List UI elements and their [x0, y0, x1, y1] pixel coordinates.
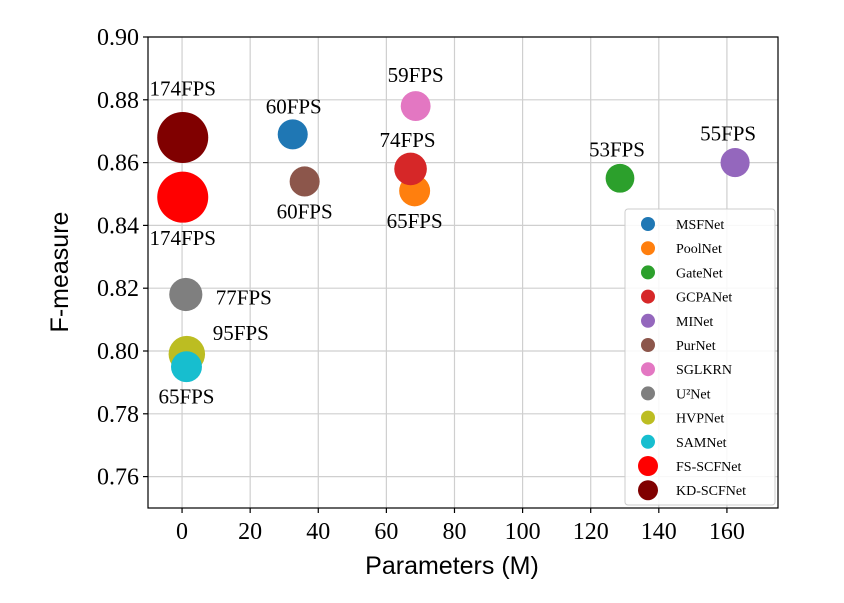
- fps-labels: 60FPS 65FPS 53FPS 74FPS 55FPS 60FPS 59FPS 77FPS…: [149, 63, 756, 409]
- fps-label-hvpnet: 95FPS: [213, 321, 269, 345]
- legend-label-gatenet: GateNet: [676, 266, 723, 281]
- fps-label-u-net: 77FPS: [216, 285, 272, 309]
- x-tick-label: 160: [709, 519, 745, 545]
- x-axis-label: Parameters (M): [365, 552, 539, 580]
- y-tick-label: 0.82: [97, 276, 139, 302]
- fps-label-gatenet: 53FPS: [589, 137, 645, 161]
- point-minet: [720, 148, 750, 178]
- point-gatenet: [605, 163, 635, 193]
- fps-label-poolnet: 65FPS: [387, 209, 443, 233]
- point-samnet: [171, 351, 202, 383]
- plot-frame: [147, 36, 779, 509]
- legend-label-minet: MINet: [676, 315, 713, 330]
- y-tick-label: 0.80: [97, 339, 139, 365]
- x-tick-label: 140: [641, 519, 677, 545]
- fps-label-sglkrn: 59FPS: [388, 63, 444, 87]
- fps-label-fs-scfnet: 174FPS: [149, 226, 216, 250]
- fps-label-gcpanet: 74FPS: [380, 128, 436, 152]
- legend-marker-poolnet: [641, 241, 655, 256]
- x-tick-label: 0: [176, 519, 188, 545]
- legend-marker-fs-scfnet: [638, 456, 658, 476]
- fps-label-samnet: 65FPS: [158, 385, 214, 409]
- point-fs-scfnet: [157, 171, 209, 223]
- y-tick-label: 0.78: [97, 402, 139, 428]
- legend-marker-u-net: [641, 386, 655, 401]
- y-axis-label: F-measure: [46, 212, 74, 333]
- x-tick-label: 120: [573, 519, 609, 545]
- point-sglkrn: [400, 91, 431, 122]
- point-gcpanet: [394, 152, 427, 186]
- legend-label-sglkrn: SGLKRN: [676, 363, 732, 378]
- legend-marker-samnet: [641, 434, 655, 449]
- legend: MSFNet PoolNet GateNet GCPANet MINet PurNet SG…: [624, 208, 776, 506]
- legend-label-kd-scfnet: KD-SCFNet: [676, 484, 746, 499]
- legend-label-hvpnet: HVPNet: [676, 412, 724, 427]
- y-tick-label: 0.84: [97, 213, 139, 239]
- legend-box: [624, 208, 776, 506]
- y-tick-label: 0.86: [97, 151, 139, 177]
- point-purnet: [289, 166, 320, 197]
- data-points: [157, 91, 750, 383]
- x-tick-label: 80: [442, 519, 466, 545]
- y-tick-label: 0.90: [97, 25, 139, 51]
- x-tick-label: 20: [238, 519, 262, 545]
- legend-marker-kd-scfnet: [638, 480, 658, 501]
- tick-labels: 0 20 40 60 80 100 120 140 160 0.76 0.78 0.80 0.82 0.8…: [97, 25, 745, 545]
- legend-label-u-net: U²Net: [676, 387, 711, 402]
- legend-label-gcpanet: GCPANet: [676, 291, 732, 306]
- point-u-net: [169, 277, 203, 312]
- fps-label-msfnet: 60FPS: [266, 94, 322, 118]
- legend-label-msfnet: MSFNet: [676, 218, 724, 233]
- point-msfnet: [277, 119, 308, 150]
- legend-label-purnet: PurNet: [676, 339, 716, 354]
- legend-marker-sglkrn: [641, 362, 655, 377]
- fps-label-purnet: 60FPS: [277, 199, 333, 223]
- y-tick-label: 0.76: [97, 465, 139, 491]
- legend-marker-hvpnet: [641, 410, 655, 425]
- legend-label-fs-scfnet: FS-SCFNet: [676, 460, 741, 475]
- legend-marker-purnet: [641, 338, 655, 352]
- point-kd-scfnet: [157, 111, 209, 163]
- x-tick-label: 100: [505, 519, 541, 545]
- fps-label-minet: 55FPS: [700, 122, 756, 146]
- legend-marker-gatenet: [641, 265, 655, 280]
- fps-label-kd-scfnet: 174FPS: [149, 76, 216, 100]
- legend-marker-msfnet: [641, 217, 655, 231]
- legend-label-poolnet: PoolNet: [676, 242, 722, 257]
- x-tick-label: 60: [374, 519, 398, 545]
- y-tick-label: 0.88: [97, 88, 139, 114]
- legend-marker-minet: [641, 313, 655, 328]
- legend-marker-gcpanet: [641, 289, 655, 304]
- x-tick-label: 40: [306, 519, 330, 545]
- legend-label-samnet: SAMNet: [676, 436, 727, 451]
